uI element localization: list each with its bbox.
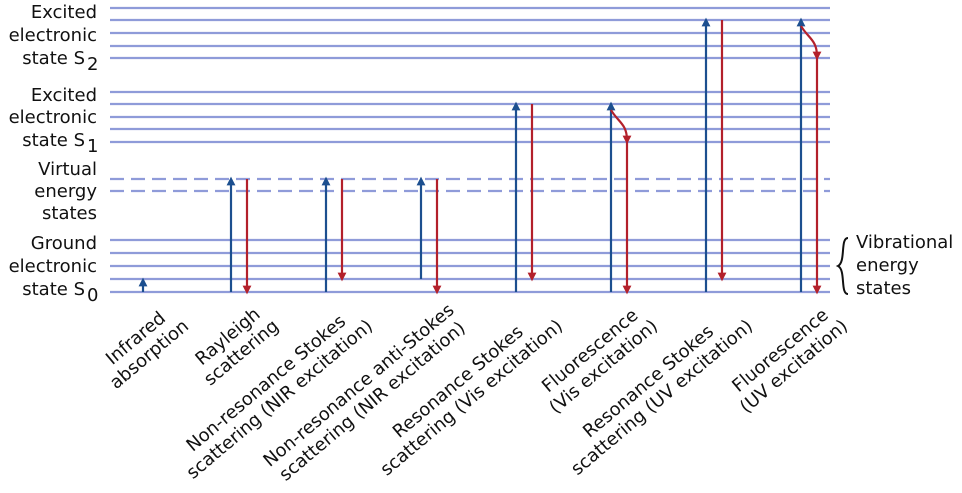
state-label-line: state S: [22, 279, 85, 300]
state-subscript: 1: [87, 136, 98, 157]
state-label-line: Excited: [31, 2, 97, 23]
state-label-line: Excited: [31, 85, 97, 106]
state-label-line: Ground: [31, 233, 97, 254]
brace-label-line: Vibrational: [856, 232, 953, 253]
state-label-line: Virtual: [38, 159, 97, 180]
state-label-line: state S: [22, 48, 85, 69]
arrows: [138, 17, 822, 295]
state-subscript: 2: [87, 54, 98, 75]
brace-label-line: states: [856, 278, 911, 299]
state-label-line: electronic: [9, 256, 97, 277]
state-subscript: 0: [87, 285, 98, 306]
state-label-line: electronic: [9, 107, 97, 128]
state-label-line: states: [42, 203, 97, 224]
brace: [835, 237, 849, 295]
brace-label-line: energy: [856, 255, 919, 276]
state-label-line: state S: [22, 130, 85, 151]
state-label-line: energy: [34, 181, 97, 202]
state-label-line: electronic: [9, 25, 97, 46]
